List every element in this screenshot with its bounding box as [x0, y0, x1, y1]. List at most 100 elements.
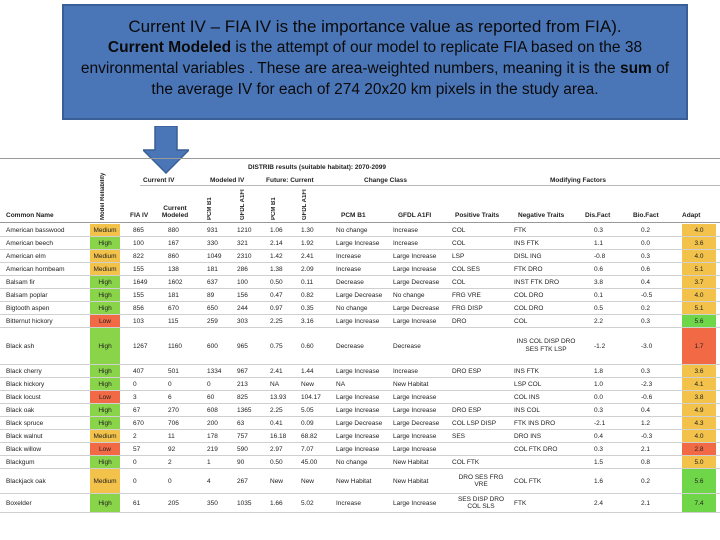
cell-common-name: Black oak — [6, 406, 35, 414]
cell-model-reliability: High — [98, 458, 112, 466]
cell-dis-fact: 0.3 — [594, 445, 604, 453]
cell-gfdl-a1fi-modeled: 321 — [237, 239, 248, 247]
header-common-name: Common Name — [6, 212, 54, 219]
cell-gfdl-a1fi-future: 1.92 — [301, 239, 314, 247]
cell-gfdl-a1fi-future: 5.05 — [301, 406, 314, 414]
cell-fia-iv: 155 — [133, 291, 144, 299]
cell-model-reliability: High — [98, 367, 112, 375]
adapt-color — [682, 276, 716, 288]
cell-negative-traits — [514, 456, 578, 468]
group-current-iv: Current IV — [143, 177, 175, 184]
header-divider — [0, 222, 720, 223]
cell-common-name: Blackjack oak — [6, 477, 46, 485]
table-top-title: DISTRIB results (suitable habitat): 2070… — [248, 164, 386, 171]
row-divider — [0, 455, 720, 456]
cell-negative-traits: INS COL — [514, 406, 541, 414]
cell-bio-fact: -0.5 — [641, 291, 653, 299]
row-divider — [0, 468, 720, 469]
cell-adapt: 3.8 — [694, 393, 704, 401]
cell-model-reliability: High — [98, 278, 112, 286]
cell-pcm-b1-change: No change — [336, 458, 368, 466]
reliability-color — [90, 250, 120, 262]
cell-negative-traits: FTK INS DRO — [514, 419, 556, 427]
cell-gfdl-a1fi-modeled: 757 — [237, 432, 248, 440]
cell-gfdl-a1fi-modeled: 965 — [237, 342, 248, 350]
group-divider — [140, 185, 720, 186]
cell-fia-iv: 103 — [133, 317, 144, 325]
cell-pcm-b1-future: 1.38 — [270, 265, 283, 273]
callout-current-modeled: Current Modeled — [107, 39, 232, 56]
cell-adapt: 3.7 — [694, 278, 704, 286]
reliability-color — [90, 443, 120, 455]
cell-adapt: 1.7 — [694, 342, 704, 350]
cell-dis-fact: 0.5 — [594, 304, 604, 312]
callout-line2-rest: is the attempt of our model to replicate… — [80, 39, 643, 77]
adapt-color — [682, 224, 716, 236]
cell-pcm-b1-future: 0.41 — [270, 419, 283, 427]
cell-pcm-b1-future: 13.93 — [270, 393, 287, 401]
cell-fia-iv: 67 — [133, 406, 141, 414]
cell-pcm-b1-change: Large Increase — [336, 317, 380, 325]
cell-positive-traits: LSP — [452, 252, 465, 260]
cell-positive-traits: COL — [452, 226, 466, 234]
table-row: Black oak High 67 270 608 1365 2.25 5.05 Large I… — [0, 404, 720, 416]
cell-negative-traits: COL DRO — [514, 291, 544, 299]
cell-gfdl-a1fi-future: 0.60 — [301, 342, 314, 350]
cell-gfdl-a1fi-future: New — [301, 380, 315, 388]
cell-gfdl-a1fi-future: 0.09 — [301, 419, 314, 427]
cell-gfdl-a1fi-change: New Habitat — [393, 477, 429, 485]
cell-gfdl-a1fi-change: Large Decrease — [393, 278, 440, 286]
adapt-color — [682, 315, 716, 327]
cell-adapt: 7.4 — [694, 499, 704, 507]
table-row: Black cherry High 407 501 1334 967 2.41 1.44 Lar… — [0, 365, 720, 377]
cell-model-reliability: Medium — [93, 226, 117, 234]
cell-current-modeled: 167 — [168, 239, 179, 247]
cell-gfdl-a1fi-change: Large Decrease — [393, 304, 440, 312]
cell-current-modeled: 1602 — [168, 278, 183, 286]
cell-pcm-b1-modeled: 89 — [207, 291, 215, 299]
callout-line1-rest: is the importance value as reported from… — [271, 17, 622, 36]
cell-pcm-b1-change: Increase — [336, 499, 361, 507]
cell-pcm-b1-modeled: 181 — [207, 265, 218, 273]
cell-fia-iv: 57 — [133, 445, 141, 453]
cell-positive-traits: COL LSP DISP — [452, 419, 497, 427]
cell-bio-fact: 0.2 — [641, 226, 651, 234]
cell-bio-fact: 1.2 — [641, 419, 651, 427]
reliability-color — [90, 302, 120, 314]
cell-dis-fact: 1.6 — [594, 477, 604, 485]
reliability-color — [90, 417, 120, 429]
adapt-color — [682, 494, 716, 512]
cell-gfdl-a1fi-future: 3.16 — [301, 317, 314, 325]
header-current-modeled: Current Modeled — [161, 205, 189, 219]
cell-bio-fact: -0.6 — [641, 393, 653, 401]
adapt-color — [682, 391, 716, 403]
cell-pcm-b1-change: Large Decrease — [336, 419, 383, 427]
cell-common-name: Black willow — [6, 445, 42, 453]
cell-gfdl-a1fi-future: 7.07 — [301, 445, 314, 453]
reliability-color — [90, 378, 120, 390]
cell-current-modeled: 1160 — [168, 342, 182, 350]
cell-gfdl-a1fi-future: 0.82 — [301, 291, 314, 299]
group-future-current: Future: Current — [266, 177, 314, 184]
cell-negative-traits: FTK — [514, 226, 527, 234]
cell-adapt: 4.3 — [694, 419, 704, 427]
cell-pcm-b1-modeled: 259 — [207, 317, 218, 325]
cell-current-modeled: 501 — [168, 367, 179, 375]
cell-current-modeled: 0 — [168, 477, 172, 485]
cell-pcm-b1-future: 2.41 — [270, 367, 283, 375]
row-divider — [0, 377, 720, 378]
cell-adapt: 4.0 — [694, 226, 704, 234]
cell-negative-traits: INS FTK — [514, 239, 539, 247]
cell-common-name: American beech — [6, 239, 53, 247]
cell-bio-fact: 0.0 — [641, 239, 651, 247]
cell-positive-traits: DRO — [452, 317, 467, 325]
cell-gfdl-a1fi-modeled: 156 — [237, 291, 248, 299]
cell-current-modeled: 2 — [168, 458, 172, 466]
cell-gfdl-a1fi-change: Large Increase — [393, 393, 437, 401]
group-change-class: Change Class — [364, 177, 407, 184]
cell-pcm-b1-future: 16.18 — [270, 432, 287, 440]
cell-gfdl-a1fi-change: Increase — [393, 367, 418, 375]
table-row: Black hickory High 0 0 0 213 NA New NA New Habita… — [0, 378, 720, 390]
cell-bio-fact: 0.6 — [641, 265, 651, 273]
cell-dis-fact: 1.8 — [594, 367, 604, 375]
